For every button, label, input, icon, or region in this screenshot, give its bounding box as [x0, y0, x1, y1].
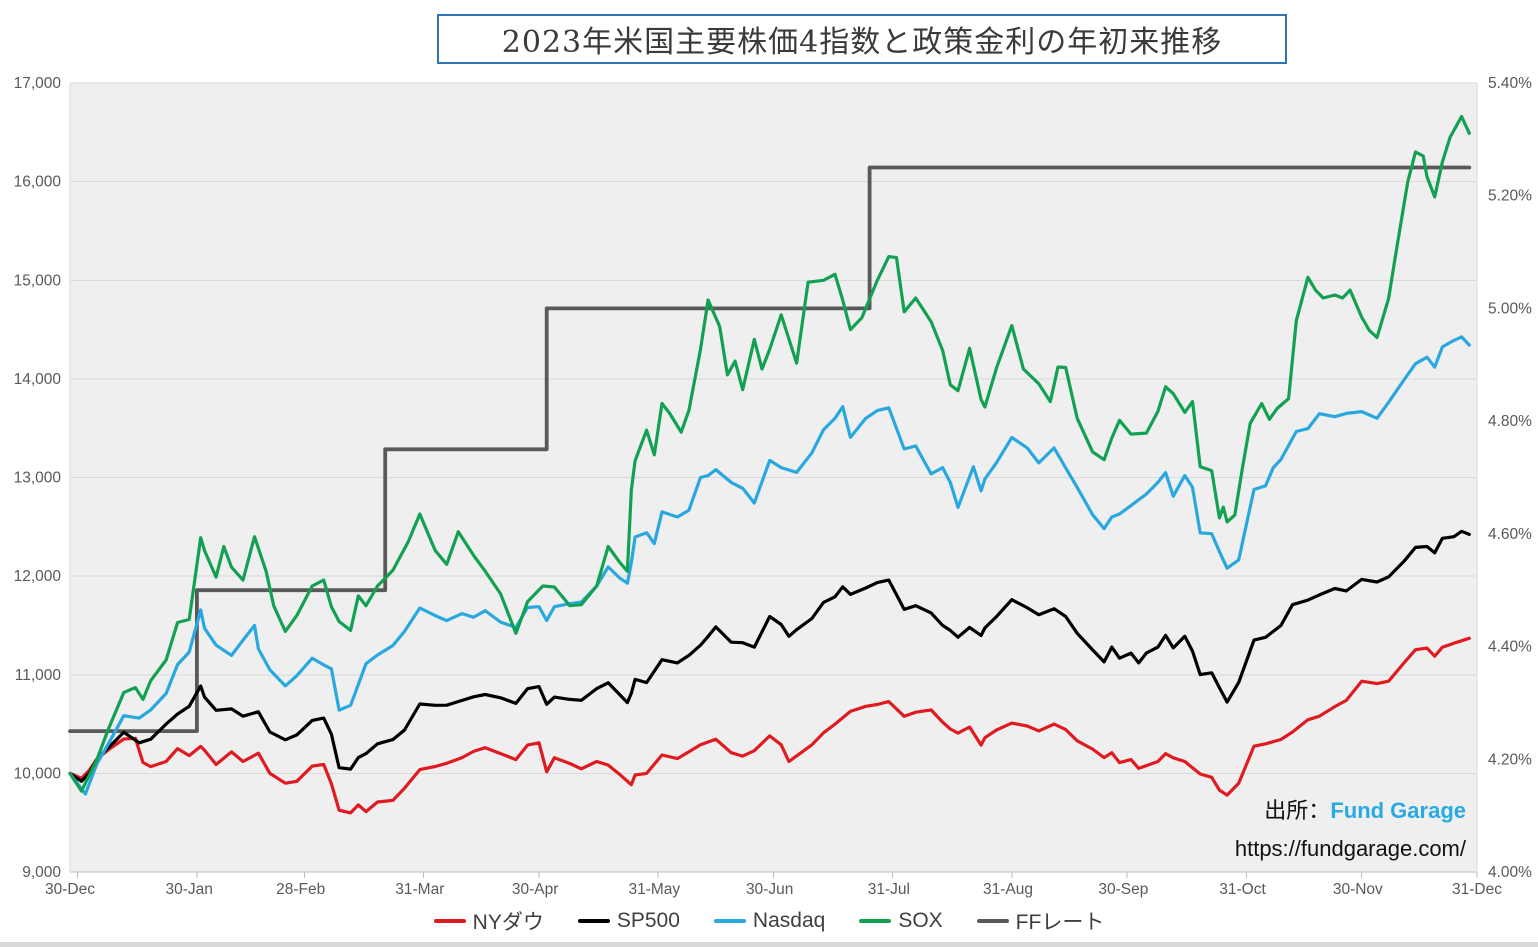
series-line-Nasdaq: [68, 335, 1471, 796]
x-tick-label: 31-Dec: [1452, 881, 1502, 898]
source-name: Fund Garage: [1330, 798, 1466, 823]
source-line: 出所：Fund Garage: [1235, 800, 1466, 822]
x-tick-label: 31-Mar: [395, 881, 444, 898]
legend-label: FFレート: [1015, 911, 1105, 934]
legend-label: SP500: [616, 909, 680, 932]
y-left-tick-label: 11,000: [15, 667, 62, 684]
legend-swatch: [859, 919, 892, 923]
y-left-tick-label: 10,000: [14, 765, 62, 782]
x-tick-label: 28-Feb: [276, 881, 325, 898]
x-tick-label: 31-Oct: [1219, 881, 1266, 898]
legend-label: NYダウ: [472, 911, 544, 934]
x-tick-label: 30-Nov: [1333, 881, 1383, 898]
y-right-tick-label: 5.40%: [1488, 75, 1532, 92]
legend-label: Nasdaq: [752, 909, 826, 932]
x-tick-label: 31-Jul: [868, 881, 910, 898]
source-url: https://fundgarage.com/: [1234, 836, 1466, 861]
x-tick-label: 30-Jun: [746, 881, 793, 898]
x-tick-label: 30-Dec: [45, 881, 95, 898]
legend-item-NYダウ: NYダウ: [433, 906, 544, 936]
x-tick-label: 30-Sep: [1098, 881, 1148, 898]
legend-item-Nasdaq: Nasdaq: [713, 909, 826, 933]
chart-title-box: 2023年米国主要株価4指数と政策金利の年初来推移: [437, 14, 1287, 64]
series-line-SOX: [68, 114, 1471, 793]
legend-swatch: [577, 919, 610, 923]
y-left-tick-label: 13,000: [14, 470, 62, 487]
legend-swatch: [976, 919, 1009, 923]
x-tick-label: 30-Apr: [512, 881, 559, 898]
chart-title: 2023年米国主要株価4指数と政策金利の年初来推移: [501, 25, 1223, 60]
legend-item-SP500: SP500: [577, 909, 680, 933]
x-tick-label: 30-Jan: [165, 881, 212, 898]
y-left-tick-label: 16,000: [14, 174, 62, 191]
y-left-tick-label: 9,000: [22, 864, 61, 881]
series-line-NYダウ: [68, 636, 1471, 815]
y-right-tick-label: 4.60%: [1488, 526, 1532, 543]
y-left-tick-label: 15,000: [14, 272, 62, 289]
y-right-tick-label: 5.20%: [1488, 188, 1532, 205]
series-line-FFレート: [68, 165, 1472, 733]
legend-label: SOX: [898, 909, 943, 932]
y-left-tick-label: 14,000: [14, 371, 62, 388]
y-right-tick-label: 5.00%: [1488, 300, 1532, 317]
y-right-tick-label: 4.20%: [1488, 751, 1532, 768]
y-left-tick-label: 17,000: [14, 75, 62, 92]
source-annotation: 出所：Fund Garage https://fundgarage.com/: [1235, 800, 1466, 860]
y-left-tick-label: 12,000: [14, 568, 62, 585]
x-tick-label: 31-May: [628, 881, 680, 898]
window-edge: [0, 942, 1538, 947]
series-line-SP500: [68, 529, 1471, 783]
legend-swatch: [713, 919, 746, 923]
chart-legend: NYダウ SP500 Nasdaq SOX FFレート: [0, 906, 1538, 936]
y-right-tick-label: 4.40%: [1488, 639, 1532, 656]
x-tick-label: 31-Aug: [983, 881, 1033, 898]
y-right-tick-label: 4.00%: [1488, 864, 1532, 881]
source-prefix: 出所：: [1264, 798, 1331, 823]
y-right-tick-label: 4.80%: [1488, 413, 1532, 430]
legend-item-SOX: SOX: [859, 909, 943, 933]
legend-swatch: [433, 919, 466, 923]
legend-item-FFレート: FFレート: [976, 906, 1105, 936]
